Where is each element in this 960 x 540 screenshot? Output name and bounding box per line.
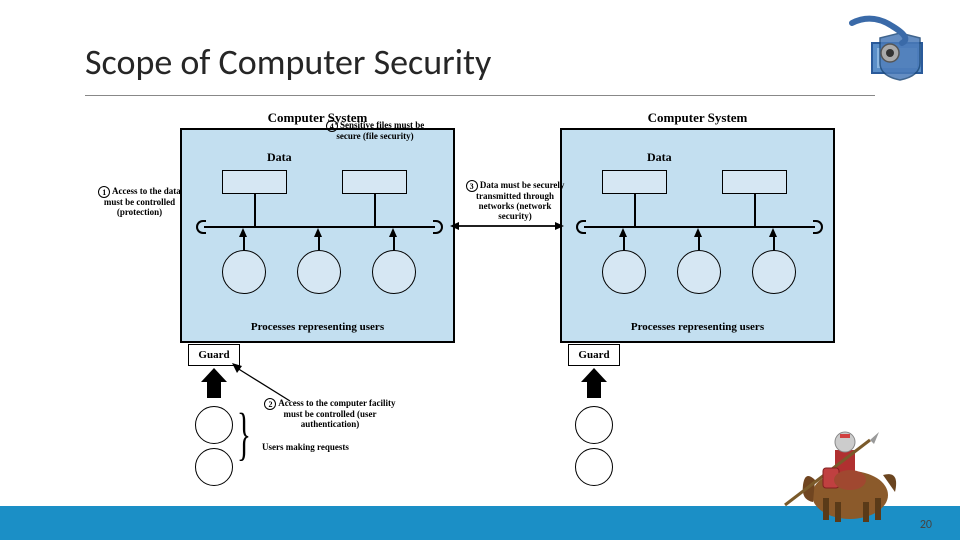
annotation-3: 3 Data must be securely transmitted thro… [465, 180, 565, 222]
bus-end [196, 220, 206, 234]
slide-title: Scope of Computer Security [85, 40, 491, 84]
file-node [602, 170, 667, 194]
connector [634, 194, 636, 226]
page-number: 20 [920, 518, 932, 532]
guard-box-right: Guard [568, 344, 620, 366]
connector [698, 235, 700, 250]
guard-arrow-icon [207, 380, 221, 398]
file-node [722, 170, 787, 194]
title-underline [85, 95, 875, 96]
connector [773, 235, 775, 250]
connector [623, 235, 625, 250]
bus-end [433, 220, 443, 234]
user-node [575, 448, 613, 486]
process-label-left: Processes representing users [182, 321, 453, 333]
data-label-left: Data [267, 150, 292, 165]
knight-icon [775, 420, 905, 530]
annotation-text: Data must be securely transmitted throug… [476, 180, 564, 221]
arrow-icon [694, 228, 702, 237]
network-link [450, 218, 565, 258]
process-label-right: Processes representing users [562, 321, 833, 333]
user-node [195, 406, 233, 444]
annotation-text: Access to the data must be controlled (p… [104, 186, 181, 217]
arrow-icon [389, 228, 397, 237]
arrow-icon [239, 228, 247, 237]
user-node [195, 448, 233, 486]
connector [374, 194, 376, 226]
annotation-4: 4 Sensitive files must be secure (file s… [325, 120, 425, 142]
connector [318, 235, 320, 250]
connector [254, 194, 256, 226]
bus-end [813, 220, 823, 234]
connector [393, 235, 395, 250]
users-label: Users making requests [262, 443, 382, 453]
process-node [222, 250, 266, 294]
system-box-left: Computer System Data Processes represent… [180, 128, 455, 343]
process-node [372, 250, 416, 294]
system-box-right: Computer System Data Processes represent… [560, 128, 835, 343]
annotation-1: 1 Access to the data must be controlled … [92, 186, 187, 218]
process-node [297, 250, 341, 294]
connector [754, 194, 756, 226]
arrow-icon [769, 228, 777, 237]
connector [243, 235, 245, 250]
scope-diagram: Computer System Data Processes represent… [100, 108, 860, 488]
file-node [222, 170, 287, 194]
user-node [575, 406, 613, 444]
guard-arrow-icon [587, 380, 601, 398]
annotation-text: Sensitive files must be secure (file sec… [336, 120, 424, 141]
annotation-pointer [232, 363, 292, 403]
process-node [752, 250, 796, 294]
arrow-icon [619, 228, 627, 237]
arrow-icon [314, 228, 322, 237]
data-label-right: Data [647, 150, 672, 165]
process-node [677, 250, 721, 294]
file-node [342, 170, 407, 194]
system-title-right: Computer System [562, 110, 833, 126]
process-node [602, 250, 646, 294]
security-logo-icon [842, 8, 932, 83]
annotation-text: Access to the computer facility must be … [278, 398, 395, 429]
bus-end [576, 220, 586, 234]
brace-icon: } [237, 400, 251, 467]
